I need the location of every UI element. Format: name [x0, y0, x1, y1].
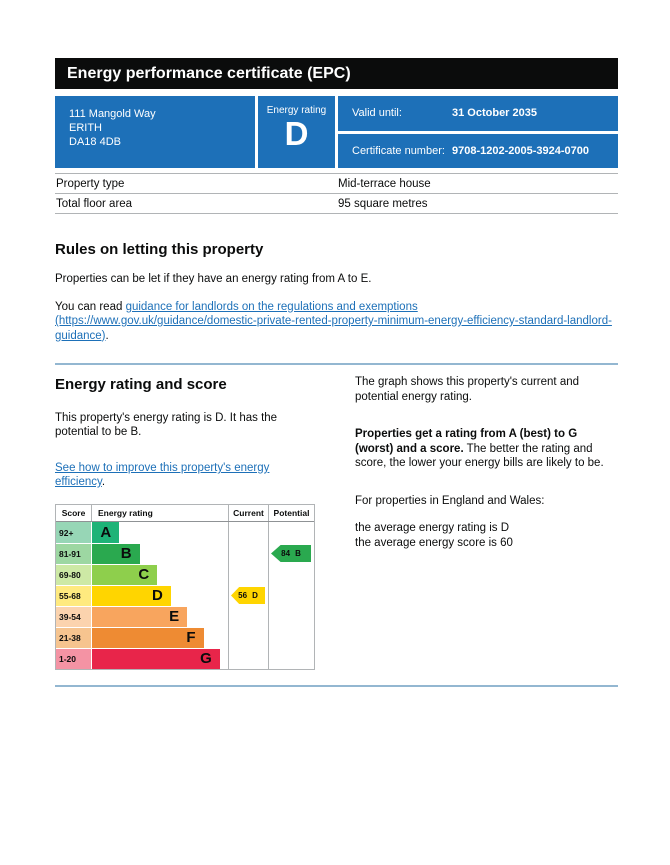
landlord-guidance-link[interactable]: guidance for landlords on the regulation…: [55, 300, 612, 342]
address-line-1: 111 Mangold Way: [69, 108, 156, 120]
band-bar-area: F: [92, 628, 228, 648]
chart-band-row-g: 1-20 G: [56, 648, 228, 669]
chart-bands: 92+ A 81-91 B 69-80 C 55-68 D 39-54 E 21-38 F 1-20 G: [56, 522, 228, 669]
chart-current-column: 56 D: [228, 522, 268, 669]
chart-header-score: Score: [56, 505, 92, 521]
chart-body: 92+ A 81-91 B 69-80 C 55-68 D 39-54 E 21-38 F 1-20 G …: [56, 522, 314, 669]
epc-certificate-page: Energy performance certificate (EPC) 111…: [55, 58, 618, 687]
property-type-label: Property type: [56, 177, 125, 190]
summary-vertical-divider: [255, 96, 258, 168]
band-bar-c: C: [92, 565, 158, 585]
certificate-summary-box: 111 Mangold Way ERITH DA18 4DB Energy ra…: [55, 96, 618, 168]
document-title-bar: Energy performance certificate (EPC): [55, 58, 618, 89]
average-score-line: the average energy score is 60: [355, 536, 513, 549]
band-bar-area: C: [92, 565, 228, 585]
property-type-value: Mid-terrace house: [338, 177, 431, 190]
table-row: Property type Mid-terrace house: [55, 173, 618, 193]
floor-area-value: 95 square metres: [338, 197, 428, 210]
property-address: 111 Mangold Way ERITH DA18 4DB: [55, 96, 255, 168]
band-bar-d: D: [92, 586, 171, 606]
band-bar-area: E: [92, 607, 228, 627]
current-rating-arrow-score: 56: [238, 590, 248, 600]
chart-header-row: Score Energy rating Current Potential: [56, 505, 314, 522]
energy-rating-left-column: Energy rating and score This property's …: [55, 375, 323, 670]
certificate-meta: Valid until: 31 October 2035 Certificate…: [338, 96, 618, 168]
band-score-range: 81-91: [56, 544, 92, 564]
rules-para-2: You can read guidance for landlords on t…: [55, 300, 618, 344]
energy-rating-heading: Energy rating and score: [55, 376, 227, 393]
section-divider-bottom: [55, 685, 618, 687]
energy-rating-cell: Energy rating D: [258, 96, 335, 168]
rules-heading: Rules on letting this property: [55, 241, 264, 258]
energy-rating-label: Energy rating: [266, 105, 327, 116]
valid-until-row: Valid until: 31 October 2035: [338, 96, 618, 131]
energy-rating-section: Energy rating and score This property's …: [55, 375, 618, 670]
valid-until-label: Valid until:: [352, 107, 402, 120]
current-rating-arrow: 56 D: [231, 587, 265, 604]
potential-rating-arrow-letter: B: [295, 548, 301, 558]
rating-intro: This property's energy rating is D. It h…: [55, 412, 278, 438]
energy-rating-value: D: [284, 115, 309, 152]
band-bar-area: D: [92, 586, 228, 606]
band-score-range: 39-54: [56, 607, 92, 627]
band-bar-b: B: [92, 544, 140, 564]
graph-description: The graph shows this property's current …: [355, 376, 580, 403]
energy-rating-chart: Score Energy rating Current Potential 92…: [55, 504, 315, 670]
band-bar-g: G: [92, 649, 220, 669]
band-score-range: 55-68: [56, 586, 92, 606]
rules-para-2-suffix: .: [105, 329, 109, 342]
chart-band-row-c: 69-80 C: [56, 564, 228, 585]
rules-para-1: Properties can be let if they have an en…: [55, 273, 372, 285]
band-score-range: 21-38: [56, 628, 92, 648]
improve-link-para: See how to improve this property's energ…: [55, 461, 305, 489]
potential-rating-arrow: 84 B: [271, 545, 311, 562]
chart-band-row-a: 92+ A: [56, 522, 228, 543]
current-rating-arrow-letter: D: [252, 590, 258, 600]
rules-section: Rules on letting this property Propertie…: [55, 240, 618, 343]
certificate-number-row: Certificate number: 9708-1202-2005-3924-…: [338, 130, 618, 169]
section-divider: [55, 363, 618, 365]
band-score-range: 69-80: [56, 565, 92, 585]
band-bar-e: E: [92, 607, 188, 627]
chart-header-rating: Energy rating: [98, 508, 153, 518]
averages-intro: For properties in England and Wales:: [355, 494, 545, 507]
chart-header-current: Current: [228, 505, 268, 521]
chart-band-row-b: 81-91 B: [56, 543, 228, 564]
summary-vertical-divider: [335, 96, 338, 168]
potential-rating-arrow-score: 84: [281, 548, 291, 558]
averages-lines: the average energy rating is D the avera…: [355, 521, 618, 550]
document-title: Energy performance certificate (EPC): [67, 64, 351, 82]
valid-until-value: 31 October 2035: [452, 107, 537, 120]
chart-band-row-f: 21-38 F: [56, 627, 228, 648]
energy-rating-right-column: The graph shows this property's current …: [355, 375, 618, 550]
table-row: Total floor area 95 square metres: [55, 193, 618, 213]
band-bar-a: A: [92, 522, 120, 543]
average-rating-line: the average energy rating is D: [355, 522, 510, 534]
ratings-explanation-bold: Properties get a rating from A (best) to…: [355, 428, 578, 455]
improve-link-suffix: .: [101, 476, 106, 488]
chart-potential-column: 84 B: [268, 522, 314, 669]
chart-band-row-e: 39-54 E: [56, 606, 228, 627]
floor-area-label: Total floor area: [56, 197, 133, 210]
improve-efficiency-link[interactable]: See how to improve this property's energ…: [55, 462, 270, 488]
ratings-explanation: Properties get a rating from A (best) to…: [355, 427, 618, 471]
rules-para-2-prefix: You can read: [55, 300, 126, 313]
ratings-explanation-rest: The better the rating and score, the low…: [355, 442, 604, 470]
address-line-3: DA18 4DB: [69, 136, 121, 148]
band-bar-f: F: [92, 628, 204, 648]
band-bar-area: A: [92, 522, 228, 543]
certificate-number-value: 9708-1202-2005-3924-0700: [452, 144, 590, 157]
chart-header-potential: Potential: [268, 505, 314, 521]
band-bar-area: G: [92, 649, 228, 669]
band-bar-area: B: [92, 544, 228, 564]
band-score-range: 1-20: [56, 649, 92, 669]
band-score-range: 92+: [56, 522, 92, 543]
chart-band-row-d: 55-68 D: [56, 585, 228, 606]
address-line-2: ERITH: [69, 122, 102, 134]
property-details-table: Property type Mid-terrace house Total fl…: [55, 173, 618, 214]
certificate-number-label: Certificate number:: [352, 144, 445, 157]
